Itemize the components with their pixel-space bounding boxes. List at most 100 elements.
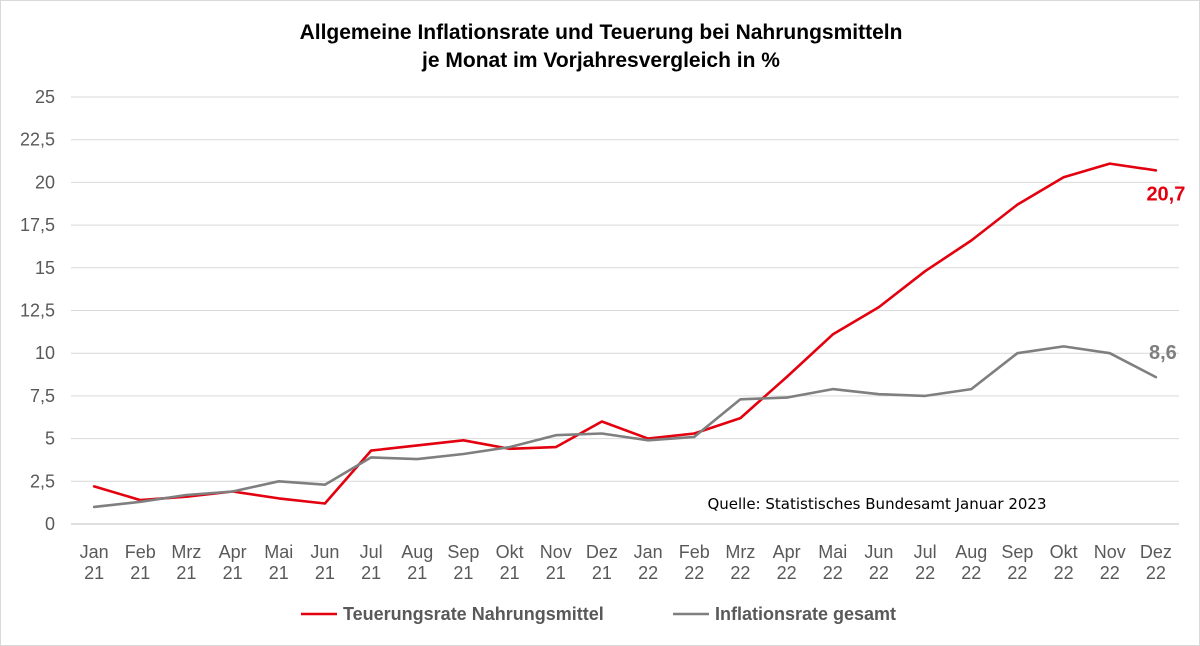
x-tick-year: 22 (1054, 563, 1074, 583)
x-tick-label: Apr 22 (773, 542, 801, 583)
x-tick-year: 22 (730, 563, 750, 583)
gridlines (71, 96, 1179, 525)
x-tick-label: Jul 22 (914, 542, 937, 583)
x-tick-year: 22 (684, 563, 704, 583)
x-tick-month: Dez (586, 542, 618, 562)
x-tick-year: 22 (777, 563, 797, 583)
x-tick-month: Jan (80, 542, 109, 562)
x-tick-year: 21 (130, 563, 150, 583)
x-tick-month: Okt (496, 542, 524, 562)
x-tick-label: Jun 21 (310, 542, 339, 583)
x-tick-month: Jun (864, 542, 893, 562)
x-tick-label: Dez 21 (586, 542, 618, 583)
x-tick-year: 22 (1007, 563, 1027, 583)
x-tick-month: Mai (818, 542, 847, 562)
x-tick-year: 21 (500, 563, 520, 583)
x-tick-month: Dez (1140, 542, 1172, 562)
x-tick-year: 22 (638, 563, 658, 583)
x-tick-month: Okt (1050, 542, 1078, 562)
x-tick-label: Mai 22 (818, 542, 847, 583)
x-tick-year: 21 (176, 563, 196, 583)
y-tick-label: 25 (35, 87, 55, 107)
legend-label: Inflationsrate gesamt (715, 604, 896, 624)
y-tick-label: 5 (45, 429, 55, 449)
chart-title-line-1: Allgemeine Inflationsrate und Teuerung b… (300, 21, 903, 44)
x-tick-month: Aug (955, 542, 987, 562)
x-tick-label: Jun 22 (864, 542, 893, 583)
x-tick-month: Mai (264, 542, 293, 562)
x-tick-year: 21 (592, 563, 612, 583)
x-tick-label: Mrz 21 (171, 542, 201, 583)
y-axis: 0 2,5 5 7,5 10 12,5 15 17,5 20 22,5 25 (20, 87, 55, 534)
x-tick-month: Feb (679, 542, 710, 562)
x-tick-label: Dez 22 (1140, 542, 1172, 583)
x-tick-month: Jul (914, 542, 937, 562)
x-tick-label: Okt 21 (496, 542, 524, 583)
x-tick-year: 21 (546, 563, 566, 583)
x-tick-year: 21 (84, 563, 104, 583)
x-tick-label: Apr 21 (219, 542, 247, 583)
end-labels: 20,7 8,6 (1146, 183, 1185, 364)
x-tick-month: Feb (125, 542, 156, 562)
x-tick-year: 22 (961, 563, 981, 583)
series-line-food (92, 162, 1158, 505)
y-tick-label: 22,5 (20, 130, 55, 150)
x-tick-year: 22 (915, 563, 935, 583)
x-tick-label: Mai 21 (264, 542, 293, 583)
x-tick-label: Sep 22 (1001, 542, 1033, 583)
x-tick-month: Sep (1001, 542, 1033, 562)
chart-title: Allgemeine Inflationsrate und Teuerung b… (300, 21, 903, 72)
x-tick-year: 21 (315, 563, 335, 583)
x-tick-month: Apr (773, 542, 801, 562)
x-tick-year: 22 (823, 563, 843, 583)
x-tick-month: Jul (360, 542, 383, 562)
x-tick-label: Aug 21 (401, 542, 433, 583)
x-tick-month: Apr (219, 542, 247, 562)
x-tick-label: Mrz 22 (725, 542, 755, 583)
x-tick-month: Jan (634, 542, 663, 562)
x-tick-year: 21 (453, 563, 473, 583)
x-tick-label: Sep 21 (447, 542, 479, 583)
legend-label: Teuerungsrate Nahrungsmittel (343, 604, 604, 624)
x-tick-month: Mrz (725, 542, 755, 562)
x-tick-year: 22 (1146, 563, 1166, 583)
x-tick-year: 22 (1100, 563, 1120, 583)
x-tick-label: Aug 22 (955, 542, 987, 583)
legend: Teuerungsrate Nahrungsmittel Inflationsra… (301, 604, 896, 624)
x-tick-month: Mrz (171, 542, 201, 562)
y-tick-label: 15 (35, 258, 55, 278)
series-line-total (92, 345, 1158, 509)
x-tick-label: Jan 22 (634, 542, 663, 583)
x-tick-label: Feb 21 (125, 542, 156, 583)
x-tick-year: 21 (407, 563, 427, 583)
series-lines (92, 162, 1158, 509)
end-label-food: 20,7 (1146, 183, 1185, 205)
x-tick-label: Feb 22 (679, 542, 710, 583)
x-tick-label: Okt 22 (1050, 542, 1078, 583)
x-tick-label: Nov 21 (540, 542, 572, 583)
chart-title-line-2: je Monat im Vorjahresvergleich in % (421, 49, 780, 72)
x-tick-year: 21 (223, 563, 243, 583)
x-tick-month: Sep (447, 542, 479, 562)
legend-item-total: Inflationsrate gesamt (673, 604, 896, 624)
x-tick-year: 21 (269, 563, 289, 583)
x-tick-month: Nov (540, 542, 572, 562)
y-tick-label: 0 (45, 514, 55, 534)
x-tick-year: 22 (869, 563, 889, 583)
y-tick-label: 10 (35, 343, 55, 363)
legend-item-food: Teuerungsrate Nahrungsmittel (301, 604, 604, 624)
x-tick-month: Nov (1094, 542, 1126, 562)
x-tick-month: Jun (310, 542, 339, 562)
source-annotation: Quelle: Statistisches Bundesamt Januar 2… (707, 495, 1046, 513)
x-tick-label: Jul 21 (360, 542, 383, 583)
y-tick-label: 7,5 (30, 386, 55, 406)
y-tick-label: 12,5 (20, 301, 55, 321)
y-tick-label: 17,5 (20, 215, 55, 235)
y-tick-label: 2,5 (30, 471, 55, 491)
x-tick-label: Jan 21 (80, 542, 109, 583)
x-tick-label: Nov 22 (1094, 542, 1126, 583)
x-tick-month: Aug (401, 542, 433, 562)
